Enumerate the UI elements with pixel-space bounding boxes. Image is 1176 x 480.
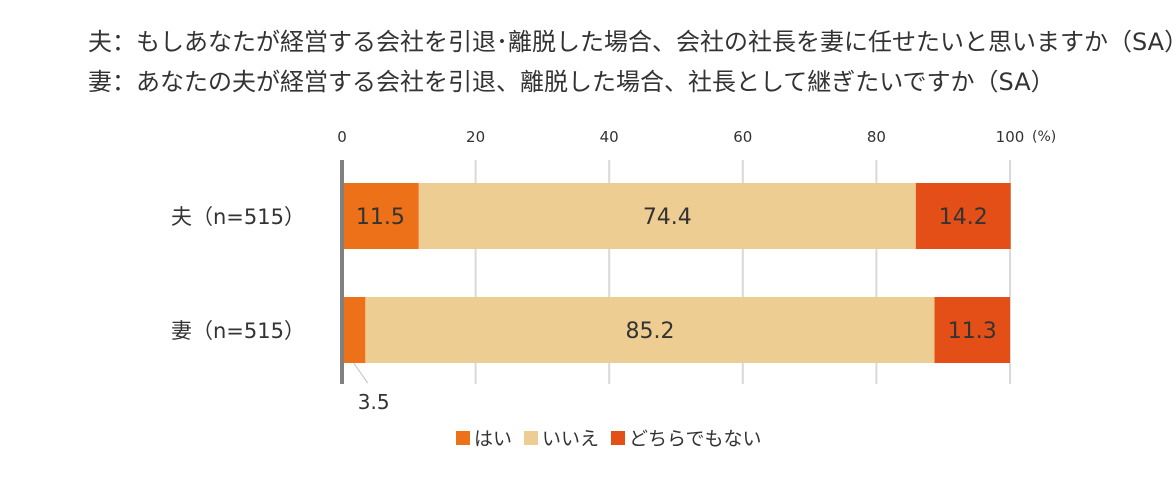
legend-item: どちらでもない	[611, 424, 761, 451]
x-tick-label: 80	[867, 128, 886, 146]
legend-label: いいえ	[542, 428, 600, 450]
bar-segment	[342, 297, 366, 363]
category-label: 妻（n=515）	[171, 319, 305, 343]
x-tick-label: 100	[996, 128, 1025, 146]
x-axis-unit-label: (%)	[1032, 129, 1056, 145]
legend-label: はい	[474, 428, 513, 450]
legend-swatch	[611, 430, 626, 445]
bar-segment	[365, 297, 935, 363]
data-label: 74.4	[643, 205, 692, 230]
chart-title: 夫：もしあなたが経営する会社を引退･離脱した場合、会社の社長を妻に任せたいと思い…	[88, 22, 1176, 102]
bar-segment	[934, 297, 1010, 363]
data-label: 11.3	[948, 319, 997, 344]
bar-segment	[342, 183, 419, 249]
bar-segment	[418, 183, 916, 249]
data-label: 11.5	[356, 205, 405, 230]
chart-legend: はい いいえ どちらでもない	[456, 424, 773, 451]
title-line-wife: 妻：あなたの夫が経営する会社を引退、離脱した場合、社長として継ぎたいですか（SA…	[88, 68, 1055, 96]
data-label-leader	[353, 362, 369, 384]
legend-label: どちらでもない	[629, 428, 762, 450]
x-tick-label: 40	[600, 128, 619, 146]
category-label: 夫（n=515）	[171, 205, 305, 229]
legend-swatch	[524, 430, 539, 445]
x-tick-label: 0	[337, 128, 347, 146]
legend-item: はい	[456, 424, 512, 451]
bar-segment	[915, 183, 1011, 249]
data-label: 85.2	[625, 319, 674, 344]
legend-swatch	[456, 430, 470, 445]
data-label: 3.5	[358, 390, 390, 414]
legend-item: いいえ	[524, 424, 599, 451]
title-line-husband: 夫：もしあなたが経営する会社を引退･離脱した場合、会社の社長を妻に任せたいと思い…	[88, 28, 1176, 56]
x-tick-label: 60	[733, 128, 752, 146]
x-tick-label: 20	[466, 128, 485, 146]
data-label: 14.2	[939, 205, 988, 230]
